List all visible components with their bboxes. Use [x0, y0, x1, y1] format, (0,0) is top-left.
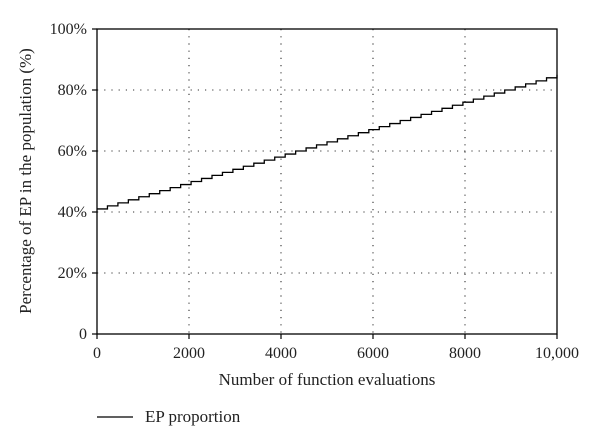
y-tick-label: 100%: [50, 21, 87, 38]
y-axis-ticks: 0 20% 40% 60% 80% 100%: [50, 21, 97, 343]
x-axis-ticks: 0 2000 4000 6000 8000 10,000: [93, 334, 579, 362]
x-tick-label: 10,000: [535, 345, 579, 362]
x-tick-label: 2000: [173, 345, 205, 362]
y-axis-title: Percentage of EP in the population (%): [16, 48, 35, 314]
x-tick-label: 0: [93, 345, 101, 362]
legend: EP proportion: [97, 407, 241, 426]
y-tick-label: 0: [79, 326, 87, 343]
plot-frame: [96, 28, 558, 335]
series-line-ep-proportion: [97, 74, 558, 210]
grid-lines: [97, 29, 557, 334]
x-axis-title: Number of function evaluations: [219, 370, 436, 389]
y-tick-label: 40%: [58, 204, 87, 221]
legend-label: EP proportion: [145, 407, 241, 426]
plot-area: [97, 29, 557, 334]
plot-border: [96, 28, 558, 335]
y-tick-label: 80%: [58, 82, 87, 99]
y-tick-label: 60%: [58, 143, 87, 160]
x-tick-label: 4000: [265, 345, 297, 362]
x-tick-label: 6000: [357, 345, 389, 362]
series-layer: [97, 74, 558, 210]
y-tick-label: 20%: [58, 265, 87, 282]
x-tick-label: 8000: [449, 345, 481, 362]
